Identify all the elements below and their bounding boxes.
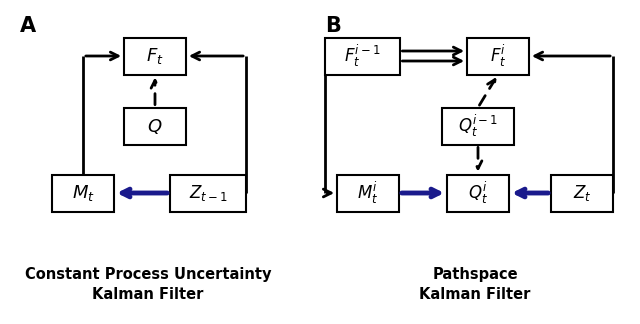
FancyBboxPatch shape xyxy=(52,175,114,212)
FancyBboxPatch shape xyxy=(447,175,509,212)
FancyBboxPatch shape xyxy=(170,175,246,212)
Text: $Z_{t-1}$: $Z_{t-1}$ xyxy=(189,183,227,203)
Text: $Z_t$: $Z_t$ xyxy=(573,183,591,203)
Text: $M_t$: $M_t$ xyxy=(72,183,95,203)
FancyBboxPatch shape xyxy=(467,38,529,75)
Text: $Q$: $Q$ xyxy=(147,117,163,135)
Text: $F_t^{i-1}$: $F_t^{i-1}$ xyxy=(344,43,380,69)
Text: $M_t^i$: $M_t^i$ xyxy=(357,180,379,206)
Text: A: A xyxy=(20,16,36,36)
Text: $F_t^i$: $F_t^i$ xyxy=(490,43,506,69)
Text: Constant Process Uncertainty
Kalman Filter: Constant Process Uncertainty Kalman Filt… xyxy=(25,267,271,302)
Text: $Q_t^i$: $Q_t^i$ xyxy=(468,180,488,206)
FancyBboxPatch shape xyxy=(124,38,186,75)
FancyBboxPatch shape xyxy=(442,108,514,145)
FancyBboxPatch shape xyxy=(324,38,399,75)
FancyBboxPatch shape xyxy=(124,108,186,145)
Text: B: B xyxy=(325,16,341,36)
FancyBboxPatch shape xyxy=(551,175,613,212)
Text: Pathspace
Kalman Filter: Pathspace Kalman Filter xyxy=(419,267,531,302)
Text: $F_t$: $F_t$ xyxy=(146,46,164,66)
FancyBboxPatch shape xyxy=(337,175,399,212)
Text: $Q_t^{i-1}$: $Q_t^{i-1}$ xyxy=(458,113,498,139)
